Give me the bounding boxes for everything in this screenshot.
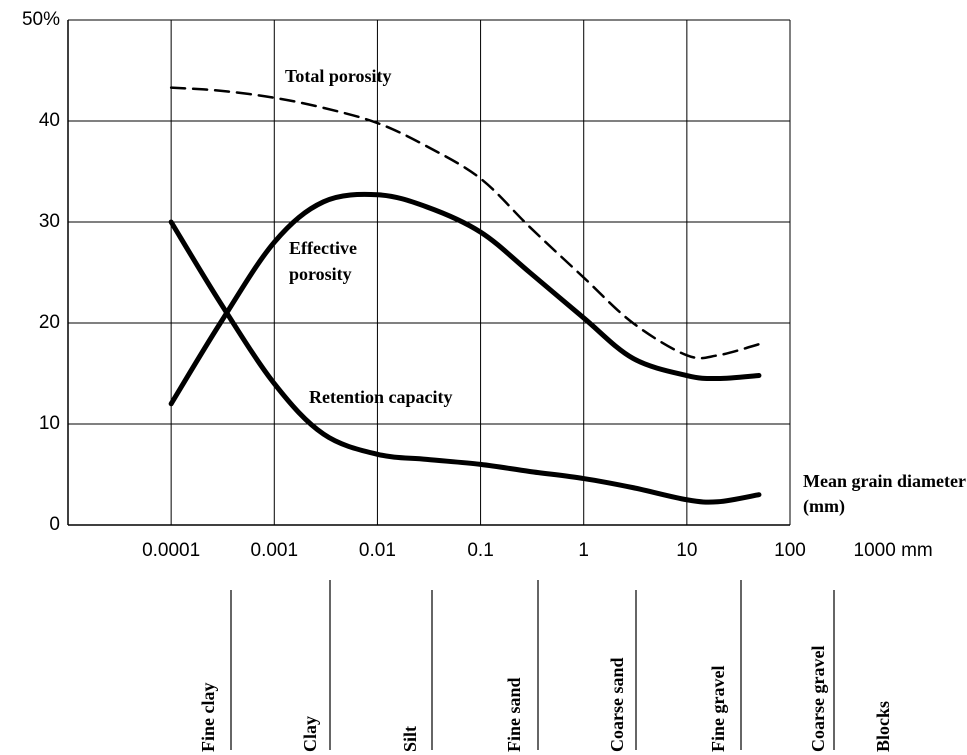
- series-line: [168, 219, 762, 505]
- series-annotation: Total porosity: [285, 66, 392, 86]
- annotation-line: porosity: [289, 264, 352, 284]
- x-axis-label: Mean grain diameter (mm): [803, 471, 966, 517]
- y-tick-label: 0: [49, 514, 60, 535]
- y-tick-label: 50%: [22, 9, 60, 30]
- class-label: Fine gravel: [708, 666, 728, 752]
- x-axis-label-line: Mean grain diameter: [803, 471, 966, 491]
- x-tick-label: 1: [578, 540, 589, 561]
- x-tick-label: 10: [676, 540, 697, 561]
- x-axis-label-line: (mm): [803, 496, 845, 517]
- x-tick-label: 100: [774, 540, 806, 561]
- y-tick-label: 40: [39, 110, 60, 131]
- class-label: Fine sand: [504, 677, 524, 752]
- class-label: Blocks: [873, 701, 893, 752]
- class-label: Coarse gravel: [808, 646, 828, 752]
- annotation-line: Effective: [289, 238, 357, 258]
- x-tick-label: 0.1: [467, 540, 493, 561]
- x-tick-label: 0.01: [359, 540, 396, 561]
- class-label: Silt: [400, 726, 420, 752]
- x-tick-label: 0.0001: [142, 540, 200, 561]
- class-label: Fine clay: [198, 683, 218, 753]
- series-annotation: Retention capacity: [309, 387, 452, 407]
- series-line: [168, 191, 762, 407]
- y-tick-label: 30: [39, 211, 60, 232]
- x-tick-label: 1000 mm: [854, 540, 933, 561]
- class-label: Clay: [300, 716, 320, 752]
- series-annotation: Effective porosity: [289, 238, 357, 284]
- y-tick-label: 10: [39, 413, 60, 434]
- class-label: Coarse sand: [607, 657, 627, 752]
- series-line: [169, 86, 761, 360]
- x-tick-label: 0.001: [251, 540, 299, 561]
- y-tick-label: 20: [39, 312, 60, 333]
